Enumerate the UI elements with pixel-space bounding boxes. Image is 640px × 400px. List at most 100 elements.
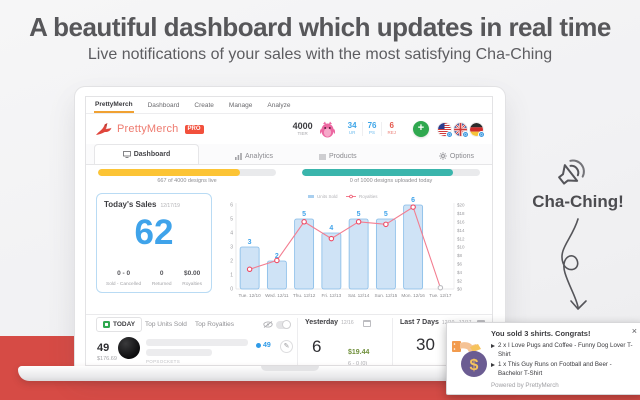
laptop-screen: PrettyMerch Dashboard Create Manage Analyze … (75, 87, 505, 369)
counter-ps: 76 PS (361, 121, 382, 136)
stat-label: Royalties (182, 281, 202, 287)
menu-item-analyze[interactable]: Analyze (267, 102, 291, 109)
menu-item-manage[interactable]: Manage (228, 102, 253, 109)
flag-badge: 0 (478, 130, 485, 138)
top-menubar: PrettyMerch Dashboard Create Manage Analyze (86, 97, 492, 114)
hide-values-icon[interactable] (263, 321, 273, 328)
yesterday-header: Yesterday 12/16 (305, 319, 354, 326)
svg-text:Tue. 12/17: Tue. 12/17 (429, 293, 452, 298)
svg-text:Sat. 12/14: Sat. 12/14 (348, 293, 370, 298)
svg-text:Sun. 12/15: Sun. 12/15 (375, 293, 398, 298)
svg-text:6: 6 (230, 203, 233, 209)
chaching-label: Cha-Ching! (532, 192, 624, 211)
last7days-units: 30 (416, 335, 435, 354)
close-icon[interactable]: × (631, 326, 637, 336)
money-bag-icon: $ (452, 341, 487, 377)
flag-us[interactable]: 0 (438, 122, 453, 138)
product-title-placeholder (146, 339, 248, 346)
tier-counter: 4000 TIER (292, 120, 313, 136)
marketplace-flags: 0 0 0 (438, 122, 485, 138)
svg-text:5: 5 (357, 211, 361, 218)
sale-notification: $ × You sold 3 shirts. Congrats! 2 x I L… (446, 322, 640, 395)
app-header: PrettyMerch PRO 4000 TIER 34 UR 76 PS 6 REJ +… (86, 114, 492, 144)
svg-text:6: 6 (411, 197, 415, 204)
svg-text:$14: $14 (457, 228, 465, 233)
gear-icon (439, 152, 447, 160)
product-brand: POPSOCKETS (146, 359, 181, 364)
tab-analytics[interactable]: Analytics (225, 149, 283, 164)
stat-value: 0 (159, 270, 164, 277)
yesterday-royalties: $19.44 6 - 0 (0) (348, 349, 370, 366)
monster-mascot-icon (319, 121, 335, 137)
svg-text:Tue. 12/10: Tue. 12/10 (239, 293, 262, 298)
bar-chart-icon (235, 153, 242, 160)
bottom-tab-top-units-sold[interactable]: Top Units Sold (145, 321, 187, 328)
svg-text:Royalties: Royalties (359, 194, 378, 199)
stat-value: 0 - 0 (117, 270, 131, 277)
sales-stat: 0 - 0 Sold - Cancelled (106, 261, 141, 288)
tab-dashboard[interactable]: Dashboard (94, 144, 199, 164)
stat-label: Sold - Cancelled (106, 281, 142, 287)
svg-text:5: 5 (384, 211, 388, 218)
progress-caption: 0 of 1000 designs uploaded today (349, 178, 433, 184)
flag-uk[interactable]: 0 (454, 122, 469, 138)
add-design-button[interactable]: + (413, 121, 429, 137)
tab-products[interactable]: Products (309, 149, 367, 164)
yesterday-units: 6 (312, 337, 322, 356)
today-units: 49 $176.69 (97, 342, 117, 363)
flag-de[interactable]: 0 (470, 122, 485, 138)
today-icon (103, 321, 110, 328)
svg-text:3: 3 (248, 239, 252, 246)
sales-card-date: 12/17/19 (160, 203, 180, 209)
svg-text:$10: $10 (457, 245, 465, 250)
pro-badge: PRO (184, 124, 204, 134)
counter-rej: 6 REJ (381, 122, 401, 136)
tab-options[interactable]: Options (429, 148, 484, 164)
svg-text:$18: $18 (457, 211, 465, 216)
arrow-bullet-icon (491, 363, 495, 368)
progress-track (98, 169, 276, 176)
svg-text:Wed. 12/11: Wed. 12/11 (265, 293, 289, 298)
notification-item: 1 x This Guy Runs on Football and Beer -… (491, 361, 637, 378)
stat-label: Returned (151, 281, 172, 287)
calendar-icon[interactable] (363, 320, 371, 327)
counter-value: 76 (367, 121, 377, 131)
squiggle-arrow-icon (561, 218, 587, 310)
hide-values-toggle[interactable] (276, 320, 291, 329)
svg-text:1: 1 (230, 273, 233, 279)
svg-text:0: 0 (230, 287, 233, 293)
bottom-tab-today[interactable]: TODAY (96, 317, 143, 332)
sales-card-stats: 0 - 0 Sold - Cancelled 0 Returned $0.00 Royal… (104, 261, 204, 288)
bird-logo-icon (96, 122, 112, 135)
arrow-bullet-icon (491, 344, 495, 348)
svg-text:$8: $8 (457, 253, 463, 258)
progress-caption: 667 of 4000 designs live (157, 178, 217, 184)
dashboard-app: PrettyMerch Dashboard Create Manage Analyze … (85, 96, 493, 366)
bottom-tab-top-royalties[interactable]: Top Royalties (195, 321, 235, 328)
brand-name: PrettyMerch (117, 123, 179, 135)
svg-text:Units Sold: Units Sold (317, 194, 338, 199)
edit-button[interactable]: ✎ (280, 340, 293, 353)
product-avatar[interactable] (118, 337, 140, 359)
svg-text:2: 2 (275, 253, 279, 260)
svg-text:Fri. 12/13: Fri. 12/13 (321, 293, 341, 298)
list-icon (319, 154, 327, 159)
menu-item-prettymerch[interactable]: PrettyMerch (94, 97, 134, 113)
flag-badge: 0 (462, 130, 469, 138)
menu-item-create[interactable]: Create (194, 102, 214, 109)
svg-text:$20: $20 (457, 203, 465, 208)
svg-text:$4: $4 (457, 270, 463, 275)
svg-text:$6: $6 (457, 262, 463, 267)
dashboard-content: Today's Sales 12/17/19 62 0 - 0 Sold - Ca… (86, 189, 492, 311)
menu-item-dashboard[interactable]: Dashboard (147, 102, 180, 109)
svg-text:Thu. 12/12: Thu. 12/12 (293, 293, 316, 298)
flag-badge: 0 (446, 130, 453, 138)
counter-ur: 34 UR (343, 122, 362, 136)
counter-value: 34 (347, 121, 357, 131)
stat-value: $0.00 (183, 270, 201, 277)
counter-label: REJ (387, 130, 396, 136)
monitor-icon (122, 151, 131, 158)
progress-fill (302, 169, 454, 176)
svg-text:$2: $2 (457, 278, 463, 283)
